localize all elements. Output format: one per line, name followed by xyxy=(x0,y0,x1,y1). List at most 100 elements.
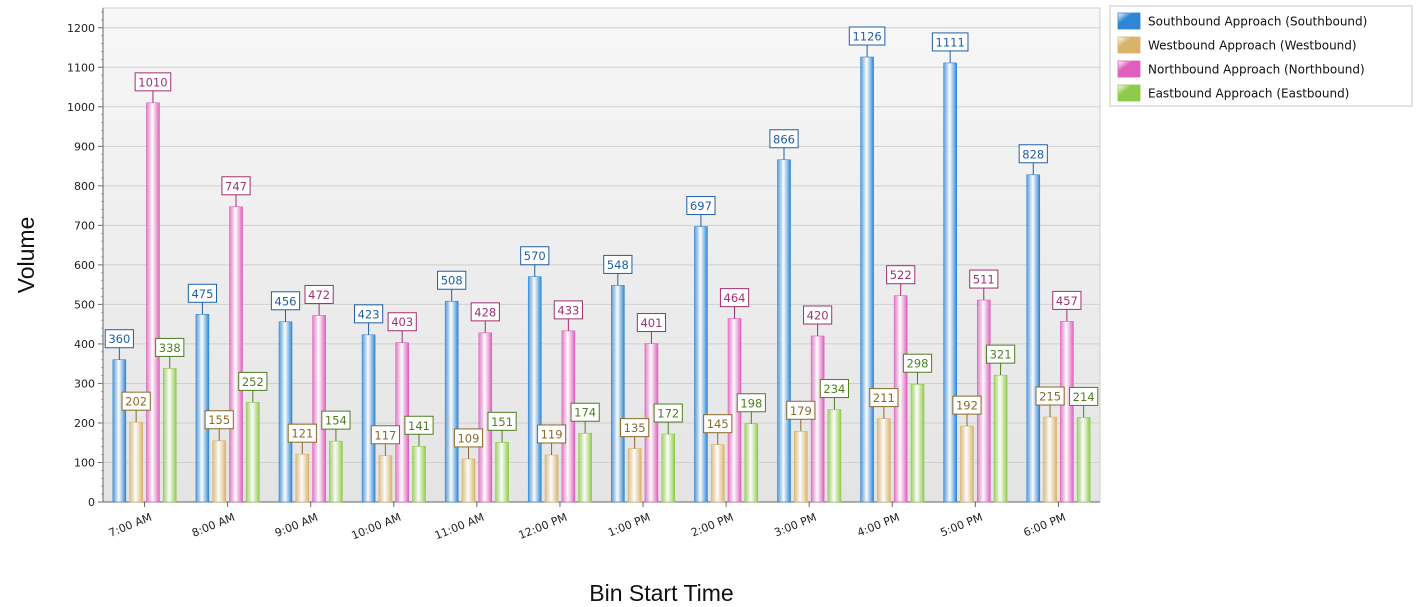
data-label-box xyxy=(204,410,234,430)
data-label: 1010 xyxy=(138,75,167,89)
x-tick-label: 12:00 PM xyxy=(517,511,569,542)
data-label: 866 xyxy=(773,132,795,146)
bar[interactable] xyxy=(877,418,891,503)
bar[interactable] xyxy=(312,315,326,503)
bar[interactable] xyxy=(1060,321,1074,503)
data-label: 192 xyxy=(956,399,978,413)
data-label-box xyxy=(819,379,850,399)
bar[interactable] xyxy=(827,409,842,503)
bar[interactable] xyxy=(993,374,1008,503)
bar[interactable] xyxy=(527,276,542,503)
data-label-box xyxy=(769,129,799,149)
legend-label: Westbound Approach (Westbound) xyxy=(1148,39,1357,53)
data-label-box xyxy=(1018,144,1048,164)
data-label-box xyxy=(719,288,750,308)
data-label: 155 xyxy=(208,413,230,427)
bar[interactable] xyxy=(661,433,676,503)
data-label: 475 xyxy=(191,287,213,301)
bar[interactable] xyxy=(229,206,243,503)
data-label-box xyxy=(848,26,886,46)
bar[interactable] xyxy=(129,421,143,503)
bar[interactable] xyxy=(246,402,260,503)
y-tick-label: 1100 xyxy=(67,61,95,74)
data-label-box xyxy=(404,415,434,435)
bar[interactable] xyxy=(627,448,642,503)
x-tick-label: 1:00 PM xyxy=(606,511,652,540)
bar[interactable] xyxy=(146,102,160,503)
x-tick-label: 2:00 PM xyxy=(689,511,735,540)
x-tick-label: 4:00 PM xyxy=(855,511,901,540)
data-label: 423 xyxy=(358,307,380,321)
bar[interactable] xyxy=(544,454,559,503)
bar[interactable] xyxy=(744,423,759,503)
data-label-box xyxy=(155,337,185,357)
data-label: 456 xyxy=(275,294,297,308)
data-label: 135 xyxy=(624,421,646,435)
data-label: 214 xyxy=(1073,390,1095,404)
data-label: 321 xyxy=(990,348,1012,362)
bar[interactable] xyxy=(329,440,343,503)
bar[interactable] xyxy=(710,444,725,503)
bar[interactable] xyxy=(777,159,791,503)
bar[interactable] xyxy=(461,458,476,503)
data-label: 1111 xyxy=(936,35,965,49)
data-label-box xyxy=(520,246,550,266)
bar[interactable] xyxy=(578,432,592,503)
data-label-box xyxy=(985,344,1016,364)
bar[interactable] xyxy=(943,62,957,503)
data-label-box xyxy=(1052,290,1082,310)
data-label: 464 xyxy=(724,291,746,305)
bar[interactable] xyxy=(1026,174,1041,503)
bar[interactable] xyxy=(295,453,310,503)
data-label-box xyxy=(304,284,334,304)
bar[interactable] xyxy=(495,442,509,503)
bar[interactable] xyxy=(794,430,808,503)
data-label-box xyxy=(931,32,969,52)
data-label-box xyxy=(270,291,301,311)
data-label: 121 xyxy=(291,427,313,441)
bar[interactable] xyxy=(960,425,974,503)
data-label-box xyxy=(902,353,933,373)
data-label-box xyxy=(187,283,218,303)
data-label-box xyxy=(736,393,766,413)
data-label-box xyxy=(636,313,667,333)
bar[interactable] xyxy=(694,226,708,503)
data-label: 457 xyxy=(1056,294,1078,308)
bar[interactable] xyxy=(444,300,459,503)
bar[interactable] xyxy=(1043,416,1057,503)
y-tick-label: 800 xyxy=(74,180,95,193)
data-label-box xyxy=(370,425,400,445)
bar[interactable] xyxy=(361,334,376,503)
x-tick-label: 3:00 PM xyxy=(772,511,818,540)
data-label-box xyxy=(121,391,151,411)
data-label-box xyxy=(453,428,484,448)
bar[interactable] xyxy=(195,313,210,503)
bar[interactable] xyxy=(860,56,874,503)
legend xyxy=(1109,5,1413,107)
y-tick-label: 1000 xyxy=(67,101,95,114)
data-label: 198 xyxy=(740,396,762,410)
bar[interactable] xyxy=(162,368,177,503)
bar[interactable] xyxy=(412,445,426,503)
bar[interactable] xyxy=(112,359,127,503)
data-label: 548 xyxy=(607,258,629,272)
data-label: 428 xyxy=(474,305,496,319)
data-label: 338 xyxy=(159,341,181,355)
bar[interactable] xyxy=(378,455,393,503)
data-label: 119 xyxy=(541,427,563,441)
data-label: 511 xyxy=(973,273,995,287)
bar[interactable] xyxy=(278,321,293,503)
bar[interactable] xyxy=(1076,417,1091,503)
data-label: 570 xyxy=(524,249,546,263)
x-tick-label: 9:00 AM xyxy=(273,511,320,540)
data-label: 145 xyxy=(707,417,729,431)
data-label: 828 xyxy=(1022,147,1044,161)
data-label-box xyxy=(470,302,500,322)
bar[interactable] xyxy=(910,383,925,503)
data-label-box xyxy=(620,418,650,438)
bar[interactable] xyxy=(212,440,227,503)
y-tick-label: 1200 xyxy=(67,22,95,35)
bar[interactable] xyxy=(611,285,625,503)
legend-swatch xyxy=(1117,60,1141,78)
